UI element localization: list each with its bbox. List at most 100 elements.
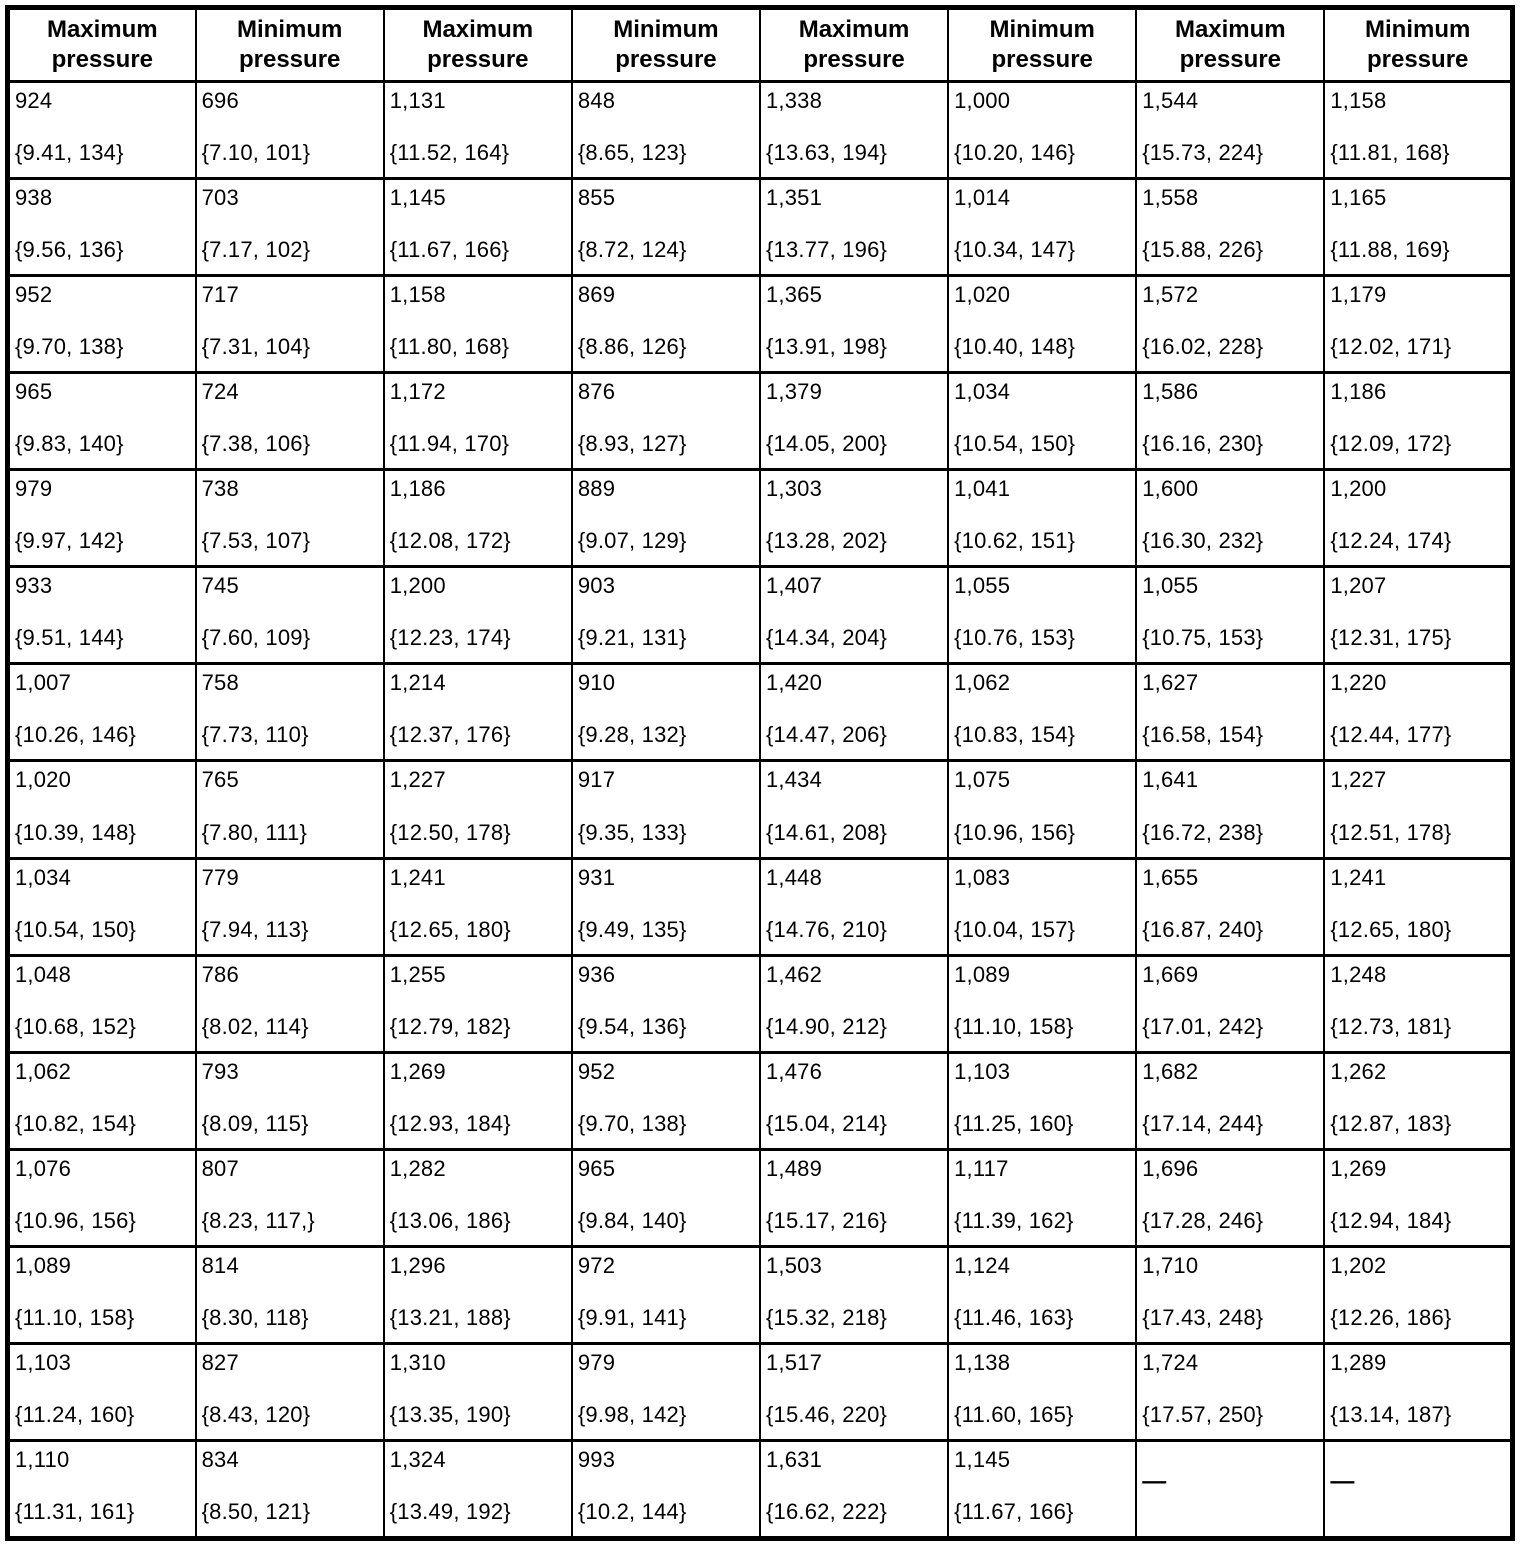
pressure-range: {10.04, 157} [954, 916, 1076, 942]
cell-content: 1,048 {10.68, 152} [10, 957, 195, 1051]
pressure-value: 1,207 [1330, 573, 1387, 599]
table-cell: 1,269 {12.94, 184} [1323, 1148, 1514, 1248]
pressure-value: 889 [577, 476, 616, 502]
pressure-range: {17.57, 250} [1142, 1401, 1264, 1427]
cell-content: 952 {9.70, 138} [573, 1054, 759, 1148]
pressure-value: 1,296 [389, 1252, 446, 1278]
pressure-value: 1,462 [766, 961, 823, 987]
pressure-range: {15.32, 218} [766, 1304, 888, 1330]
table-cell: — [1323, 1439, 1514, 1541]
table-cell: 1,117 {11.39, 162} [947, 1148, 1138, 1248]
pressure-range: {13.28, 202} [766, 528, 888, 554]
pressure-range: {10.82, 154} [15, 1110, 137, 1136]
table-cell: 1,083 {10.04, 157} [947, 856, 1138, 957]
pressure-range: {12.93, 184} [389, 1110, 511, 1136]
cell-content: 855 {8.72, 124} [573, 180, 759, 274]
pressure-range: {13.63, 194} [766, 140, 888, 166]
table-cell: 1,186 {12.08, 172} [382, 468, 573, 569]
cell-content: 1,420 {14.47, 206} [761, 665, 947, 759]
pressure-value: 1,517 [766, 1349, 823, 1375]
pressure-value: 1,269 [1330, 1155, 1387, 1181]
pressure-value: 696 [201, 88, 239, 113]
table-cell: 1,627 {16.58, 154} [1135, 662, 1326, 763]
pressure-range: {12.08, 172} [389, 528, 511, 554]
cell-content: 1,696 {17.28, 246} [1137, 1151, 1323, 1245]
cell-content: 1,200 {12.23, 174} [385, 568, 571, 662]
table-row: 1,103 {11.24, 160} 827 {8.43, 120} 1,310 {13.… [6, 1342, 1514, 1442]
pressure-range: {11.81, 168} [1330, 140, 1450, 166]
cell-content: 1,124 {11.46, 163} [949, 1248, 1135, 1342]
table-cell: 1,145 {11.67, 166} [947, 1439, 1138, 1541]
cell-content: 933 {9.51, 144} [10, 568, 195, 662]
pressure-range: {9.98, 142} [577, 1401, 687, 1427]
pressure-value: 1,262 [1330, 1058, 1387, 1084]
table-cell: 855 {8.72, 124} [570, 177, 762, 278]
table-cell: 1,303 {13.28, 202} [758, 468, 950, 569]
cell-content: 1,476 {15.04, 214} [761, 1054, 947, 1148]
cell-content: 952 {9.70, 138} [10, 277, 195, 371]
pressure-value: 1,062 [954, 670, 1011, 696]
cell-content: 1,110 {11.31, 161} [10, 1442, 195, 1536]
pressure-value: 938 [15, 185, 53, 211]
table-row: 1,020 {10.39, 148} 765 {7.80, 111} 1,227 {12.… [6, 759, 1514, 860]
pressure-range: {8.72, 124} [577, 237, 687, 263]
pressure-value: 952 [15, 282, 53, 308]
pressure-table: Maximum pressure Minimum pressure Maximum … [5, 5, 1515, 1541]
pressure-value: 1,241 [389, 864, 446, 890]
pressure-range: {12.09, 172} [1330, 431, 1452, 457]
pressure-range: {10.96, 156} [954, 819, 1076, 845]
cell-content: 936 {9.54, 136} [573, 957, 759, 1051]
pressure-range: {9.70, 138} [15, 334, 124, 360]
pressure-range: {12.24, 174} [1330, 528, 1452, 554]
cell-content: 1,517 {15.46, 220} [761, 1345, 947, 1439]
pressure-range: {15.04, 214} [766, 1110, 888, 1136]
table-cell: — [1135, 1439, 1326, 1541]
cell-content: 1,014 {10.34, 147} [949, 180, 1135, 274]
pressure-range: {7.17, 102} [201, 237, 311, 263]
pressure-value: 1,434 [766, 767, 823, 793]
table-cell: 1,351 {13.77, 196} [758, 177, 950, 278]
pressure-value: 876 [577, 379, 616, 405]
header-row: Maximum pressure Minimum pressure Maximum … [6, 6, 1514, 83]
pressure-value: 1,179 [1330, 282, 1387, 308]
cell-content: 1,083 {10.04, 157} [949, 860, 1135, 954]
pressure-range: {17.14, 244} [1142, 1110, 1264, 1136]
cell-content: 1,172 {11.94, 170} [385, 374, 571, 468]
pressure-range: {9.49, 135} [577, 916, 687, 942]
cell-content: 1,034 {10.54, 150} [10, 860, 195, 954]
table-row: 952 {9.70, 138} 717 {7.31, 104} 1,158 {11.80,… [6, 274, 1514, 375]
table-cell: 1,600 {16.30, 232} [1135, 468, 1326, 569]
pressure-value: 1,558 [1142, 185, 1199, 211]
pressure-value: 1,103 [954, 1058, 1011, 1084]
pressure-range: {11.39, 162} [954, 1207, 1074, 1233]
cell-content: 1,138 {11.60, 165} [949, 1345, 1135, 1439]
pressure-value: 993 [577, 1446, 616, 1472]
table-cell: 1,631 {16.62, 222} [758, 1439, 950, 1541]
pressure-range: {9.97, 142} [15, 528, 124, 554]
cell-content: 1,202 {12.26, 186} [1325, 1248, 1510, 1342]
pressure-range: {14.76, 210} [766, 916, 888, 942]
table-row: 1,048 {10.68, 152} 786 {8.02, 114} 1,255 {12.… [6, 954, 1514, 1054]
cell-content: 938 {9.56, 136} [10, 180, 195, 274]
pressure-range: {11.46, 163} [954, 1304, 1074, 1330]
pressure-range: {7.38, 106} [201, 431, 311, 457]
table-cell: 1,089 {11.10, 158} [6, 1245, 197, 1345]
table-cell: 827 {8.43, 120} [194, 1342, 385, 1442]
cell-content: 965 {9.84, 140} [573, 1151, 759, 1245]
cell-content: 807 {8.23, 117,} [197, 1151, 383, 1245]
pressure-value: 1,600 [1142, 476, 1199, 502]
pressure-value: 952 [577, 1058, 616, 1084]
cell-content: 1,179 {12.02, 171} [1325, 277, 1510, 371]
pressure-value: 758 [201, 670, 239, 696]
pressure-range: {9.07, 129} [577, 528, 687, 554]
pressure-range: {12.87, 183} [1330, 1110, 1452, 1136]
cell-content: 1,448 {14.76, 210} [761, 860, 947, 954]
pressure-value: 814 [201, 1252, 239, 1278]
column-header-8: Minimum pressure [1323, 6, 1514, 83]
pressure-range: {8.50, 121} [201, 1499, 311, 1524]
pressure-value: 1,007 [15, 670, 72, 696]
pressure-range: {9.84, 140} [577, 1207, 687, 1233]
pressure-value: 1,303 [766, 476, 823, 502]
pressure-value: 786 [201, 961, 239, 987]
cell-content: 1,241 {12.65, 180} [385, 860, 571, 954]
